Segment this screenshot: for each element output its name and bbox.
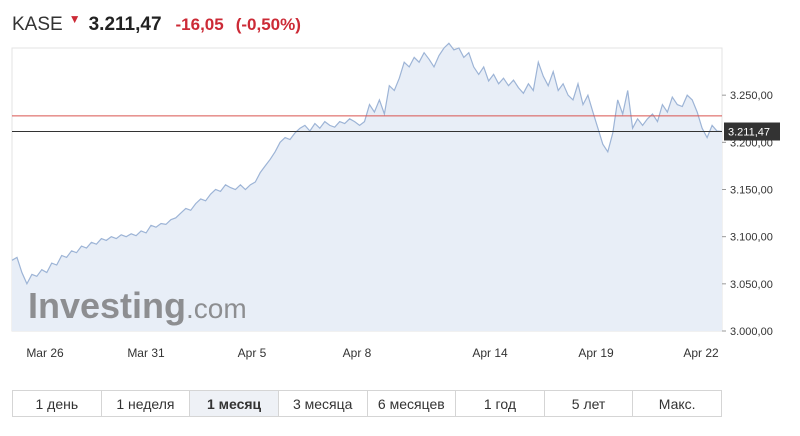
- period-tab-6[interactable]: 5 лет: [545, 391, 634, 416]
- period-tabs: 1 день 1 неделя 1 месяц 3 месяца 6 месяцев 1 …: [12, 390, 722, 417]
- period-tab-1[interactable]: 1 неделя: [102, 391, 191, 416]
- x-tick-label: Apr 22: [683, 346, 719, 360]
- down-arrow-icon: ▼: [68, 12, 81, 26]
- area-fill: [12, 43, 722, 332]
- ticker-symbol: KASE: [12, 14, 63, 35]
- x-tick-label: Apr 19: [578, 346, 614, 360]
- period-tab-7[interactable]: Макс.: [658, 395, 696, 412]
- period-tab-4[interactable]: 6 месяцев: [368, 391, 457, 416]
- x-tick-label: Mar 26: [26, 346, 64, 360]
- current-price-tag: [724, 122, 780, 141]
- period-tab-2[interactable]: 1 месяц: [190, 391, 279, 416]
- y-tick-label: 3.250,00: [730, 90, 773, 102]
- y-tick-label: 3.150,00: [730, 185, 773, 197]
- period-tab-0[interactable]: 1 день: [13, 391, 102, 416]
- series-line: [11, 42, 723, 286]
- period-tab-5[interactable]: 1 год: [456, 391, 545, 416]
- price-change: -16,05: [175, 15, 224, 34]
- x-tick-label: Apr 14: [472, 346, 508, 360]
- y-tick-label: 3.100,00: [730, 232, 773, 244]
- x-tick-label: Apr 5: [238, 346, 267, 360]
- x-tick-label: Mar 31: [127, 346, 165, 360]
- period-tab-3[interactable]: 3 месяца: [279, 391, 368, 416]
- quote-header: KASE ▼ 3.211,47 -16,05 (-0,50%): [12, 10, 301, 40]
- investing-watermark: Investing.com: [28, 285, 247, 326]
- x-tick-label: Apr 8: [343, 346, 372, 360]
- current-price-label: 3.211,47: [728, 127, 770, 139]
- last-price: 3.211,47: [88, 14, 162, 35]
- price-chart[interactable]: Investing.com 3.000,00 3.050,00 3.100,00 3.1…: [0, 40, 800, 370]
- y-tick-label: 3.050,00: [730, 279, 773, 291]
- y-tick-label: 3.000,00: [730, 326, 773, 338]
- price-change-percent: (-0,50%): [235, 15, 301, 34]
